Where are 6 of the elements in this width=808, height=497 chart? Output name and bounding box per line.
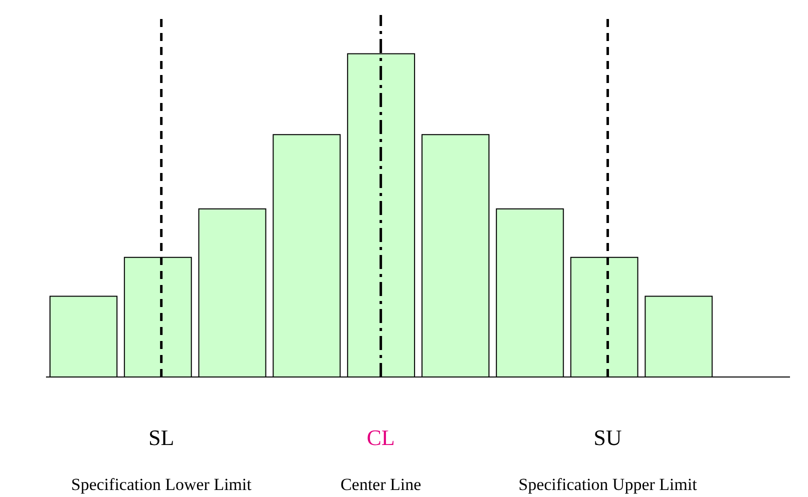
text: Center Line [340, 475, 422, 494]
text: CL [366, 425, 395, 450]
text: SL [148, 425, 174, 450]
text: Specification Lower Limit [71, 475, 252, 494]
text: Specification Upper Limit [518, 475, 698, 494]
text: SU [594, 425, 622, 450]
